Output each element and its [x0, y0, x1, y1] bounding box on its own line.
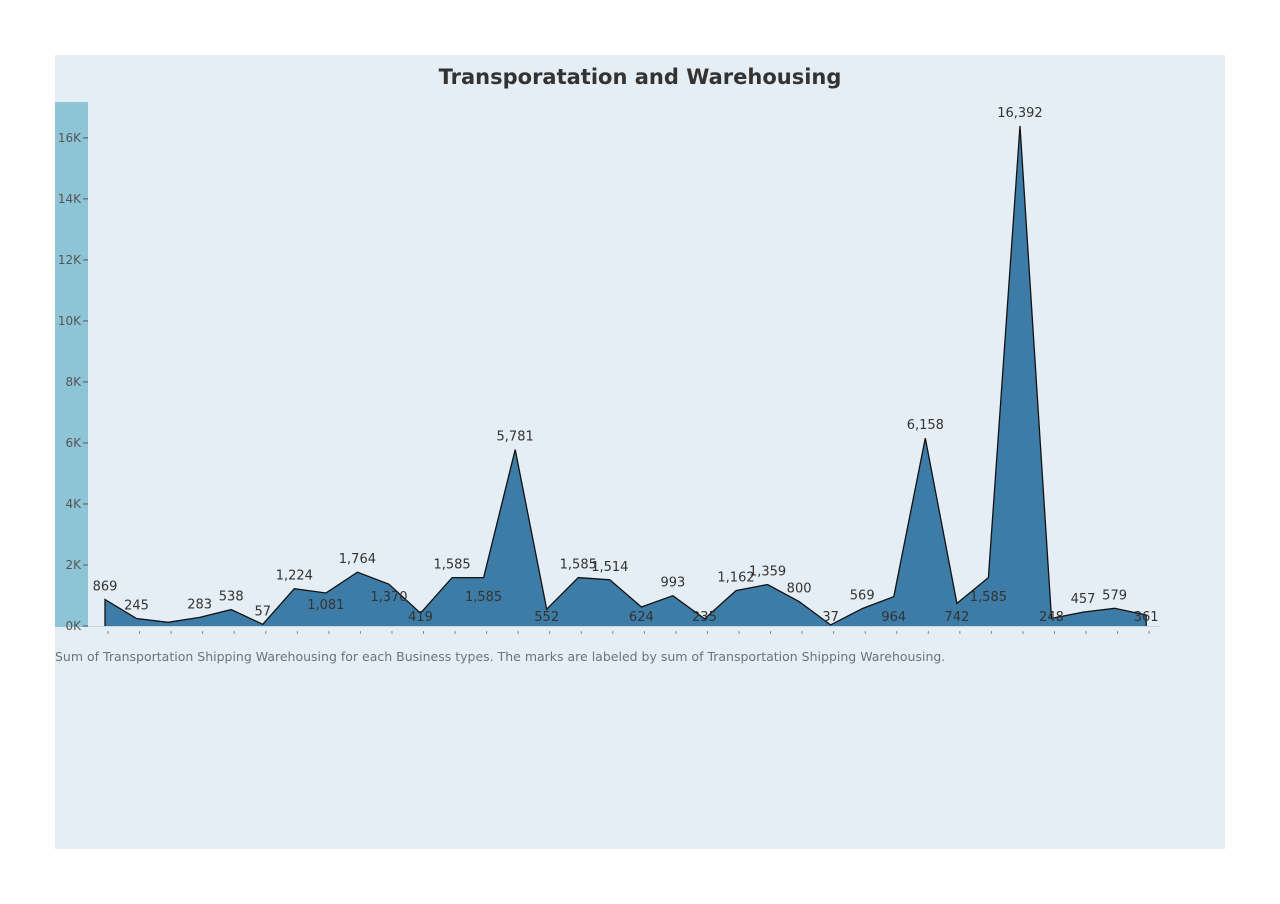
area-fill	[105, 125, 1147, 627]
data-label: 1,224	[276, 569, 313, 584]
data-label: 1,585	[970, 590, 1007, 605]
data-label: 361	[1134, 610, 1159, 625]
chart-caption: Sum of Transportation Shipping Warehousi…	[55, 649, 946, 664]
y-tick-label: 16K	[58, 131, 82, 145]
data-label: 552	[534, 610, 559, 625]
data-label: 235	[692, 610, 717, 625]
data-label: 869	[93, 579, 118, 594]
data-label: 16,392	[997, 106, 1042, 121]
data-label: 1,162	[717, 571, 754, 586]
y-tick-label: 6K	[65, 436, 82, 450]
data-label: 245	[124, 599, 149, 614]
chart-title: Transporatation and Warehousing	[438, 65, 842, 89]
data-label: 248	[1039, 610, 1064, 625]
data-label: 569	[850, 589, 875, 604]
data-label: 57	[254, 604, 271, 619]
data-label: 37	[822, 610, 839, 625]
y-tick-label: 0K	[65, 619, 82, 633]
data-label: 1,764	[339, 552, 376, 567]
data-label: 579	[1102, 588, 1127, 603]
y-axis-band	[55, 102, 88, 627]
chart-panel: Transporatation and Warehousing 0K 2K 4K 6K…	[55, 55, 1225, 849]
area-chart: 0K 2K 4K 6K 8K 10K 12K 14K 16K 869 245 283 538 57 1,22…	[58, 106, 1160, 634]
data-label: 1,081	[307, 598, 344, 613]
data-label: 993	[660, 576, 685, 591]
data-label: 800	[787, 582, 812, 597]
data-label: 419	[408, 610, 433, 625]
y-tick-label: 8K	[65, 375, 82, 389]
data-label: 1,359	[749, 565, 786, 580]
data-label: 1,514	[591, 560, 628, 575]
data-label: 538	[219, 590, 244, 605]
data-label: 457	[1071, 592, 1096, 607]
data-label: 624	[629, 610, 654, 625]
data-label: 5,781	[497, 430, 534, 445]
y-tick-label: 4K	[65, 497, 82, 511]
y-tick-label: 12K	[58, 253, 82, 267]
data-label: 283	[187, 597, 212, 612]
data-label: 742	[944, 610, 969, 625]
data-label: 1,585	[465, 590, 502, 605]
data-label: 1,585	[560, 558, 597, 573]
y-tick-label: 14K	[58, 192, 82, 206]
y-tick-label: 10K	[58, 314, 82, 328]
data-label: 6,158	[907, 418, 944, 433]
area-outline	[104, 125, 1147, 626]
data-label: 964	[881, 610, 906, 625]
data-label: 1,370	[370, 590, 407, 605]
data-label: 1,585	[433, 558, 470, 573]
y-tick-label: 2K	[65, 558, 82, 572]
